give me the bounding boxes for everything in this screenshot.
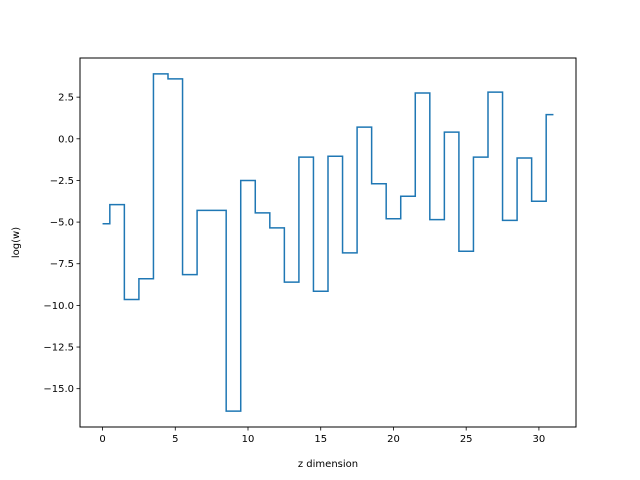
y-tick-label: −7.5 xyxy=(50,259,74,270)
x-tick-label: 0 xyxy=(99,434,105,445)
x-tick-label: 15 xyxy=(314,434,327,445)
y-tick-label: −10.0 xyxy=(43,301,74,312)
y-tick-label: −12.5 xyxy=(43,343,74,354)
y-tick-label: −15.0 xyxy=(43,384,74,395)
y-axis-ticks: 2.5 0.0 −2.5 −5.0 −7.5 −10.0 −12.5 −15.0 xyxy=(43,93,80,395)
y-tick-label: 0.0 xyxy=(58,134,74,145)
y-tick-label: −5.0 xyxy=(50,218,74,229)
plot-frame xyxy=(79,57,577,428)
x-tick-label: 25 xyxy=(460,434,473,445)
x-axis-label: z dimension xyxy=(298,459,358,470)
x-tick-label: 20 xyxy=(387,434,400,445)
y-tick-label: −2.5 xyxy=(50,176,74,187)
x-tick-label: 30 xyxy=(533,434,546,445)
x-tick-label: 5 xyxy=(172,434,178,445)
series-line-0 xyxy=(102,73,554,412)
x-axis-ticks: 0 5 10 15 20 25 30 xyxy=(99,427,545,445)
series-layer xyxy=(102,73,554,412)
y-tick-label: 2.5 xyxy=(58,93,74,104)
x-tick-label: 10 xyxy=(242,434,255,445)
y-axis-label: log(w) xyxy=(11,227,22,258)
